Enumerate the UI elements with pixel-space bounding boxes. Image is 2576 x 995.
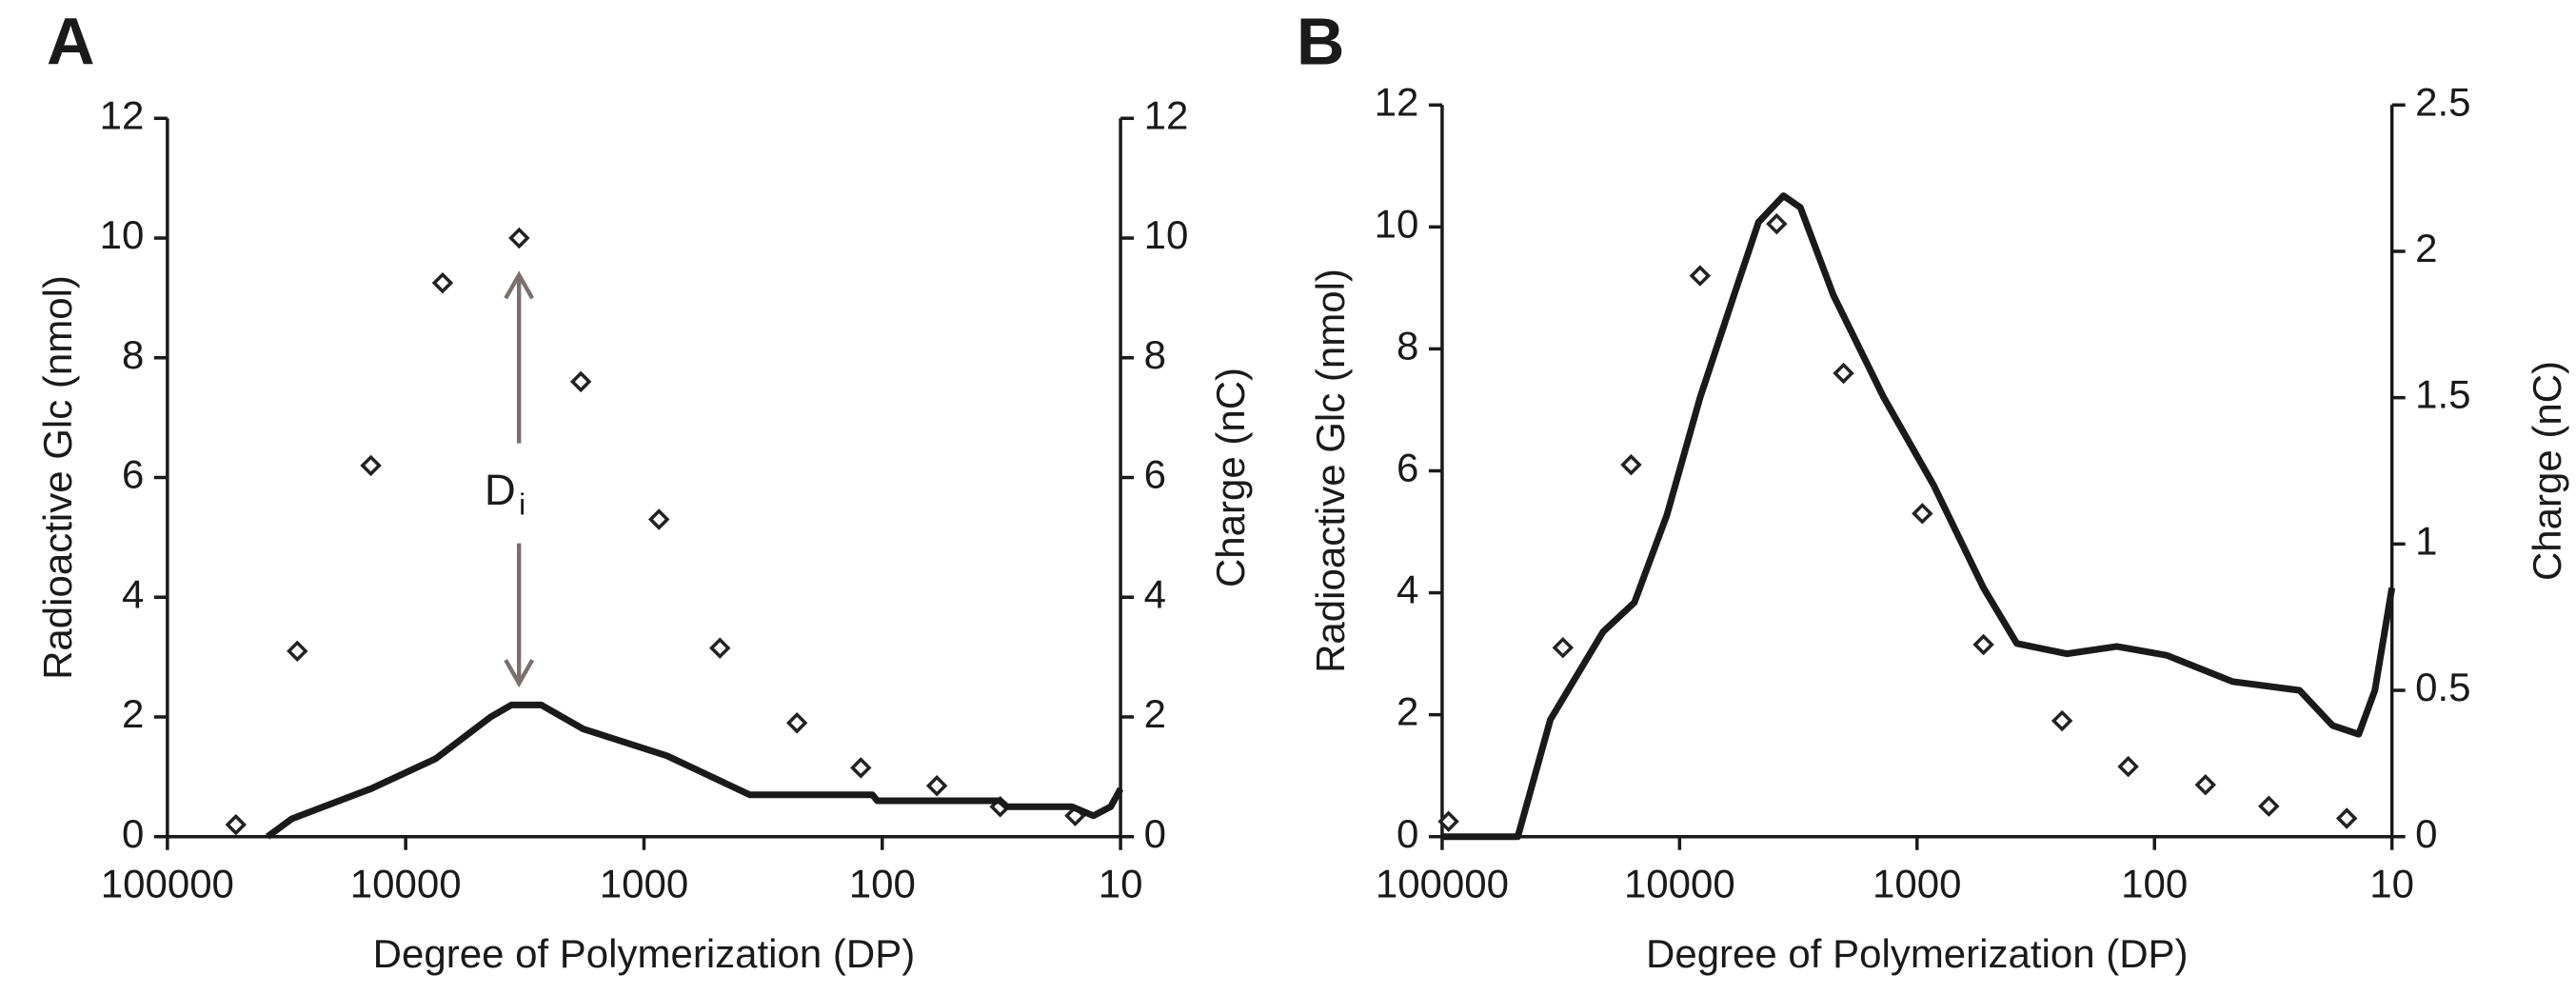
x-tick-label: 1000 [600, 861, 688, 905]
x-tick-label: 10 [1099, 861, 1143, 905]
glc-point [1833, 362, 1854, 385]
y2-tick-label: 1.5 [2415, 372, 2470, 417]
glc-point [1972, 633, 1994, 656]
glc-point [925, 775, 948, 797]
glc-point [1689, 265, 1712, 287]
charge-line [1441, 192, 2396, 841]
y-tick-label: 6 [1397, 446, 1418, 490]
y2-axis-label: Charge (nC) [2525, 361, 2569, 581]
y-tick-label: 10 [1375, 201, 1419, 246]
y-tick-label: 2 [122, 691, 144, 736]
y2-tick-label: 10 [1144, 212, 1189, 257]
glc-point [431, 271, 454, 294]
y-tick-label: 8 [1397, 324, 1418, 368]
y2-axis-label: Charge (nC) [1208, 368, 1253, 587]
glc-point [569, 370, 592, 393]
x-tick-label: 100 [2121, 861, 2188, 905]
annotation-subscript: i [519, 487, 525, 521]
glc-point [2051, 709, 2073, 732]
glc-point [2258, 795, 2280, 817]
y2-tick-label: 6 [1144, 452, 1166, 497]
x-axis-label: Degree of Polymerization (DP) [373, 931, 916, 976]
charge-line [265, 701, 1124, 840]
glc-point [508, 227, 530, 249]
annotation: D [485, 466, 516, 514]
x-tick-label: 10000 [350, 861, 462, 905]
glc-point [1437, 810, 1459, 832]
y-tick-label: 6 [122, 452, 144, 497]
glc-point [709, 637, 731, 659]
y-tick-label: 12 [100, 92, 145, 137]
x-tick-label: 100 [849, 861, 916, 905]
y2-tick-label: 0.5 [2415, 665, 2470, 709]
glc-point [225, 813, 247, 836]
x-tick-label: 10 [2369, 861, 2414, 905]
y2-tick-label: 8 [1144, 332, 1166, 377]
y2-tick-label: 1 [2415, 518, 2437, 563]
x-axis-label: Degree of Polymerization (DP) [1646, 931, 2189, 976]
y-tick-label: 2 [1397, 689, 1418, 734]
y-tick-label: 12 [1375, 79, 1419, 124]
glc-point [360, 454, 382, 477]
glc-point [1552, 636, 1575, 659]
y2-tick-label: 4 [1144, 571, 1166, 616]
glc-point [785, 712, 808, 734]
glc-point [1766, 212, 1788, 235]
y2-tick-label: 2.5 [2415, 79, 2470, 124]
glc-point [850, 757, 872, 779]
y2-tick-label: 0 [1144, 811, 1166, 856]
panel-label: A [47, 5, 95, 79]
x-tick-label: 100000 [1376, 861, 1509, 905]
y-tick-label: 0 [1397, 811, 1418, 856]
y-tick-label: 10 [100, 212, 145, 257]
glc-point [2335, 807, 2358, 829]
y-tick-label: 4 [1397, 567, 1418, 612]
glc-point [1620, 453, 1642, 476]
y-axis-label: Radioactive Glc (nmol) [1308, 269, 1353, 673]
y-tick-label: 4 [122, 571, 144, 616]
arrow-head [504, 659, 535, 688]
glc-point [2117, 755, 2139, 778]
glc-point [287, 640, 308, 663]
x-tick-label: 1000 [1873, 861, 1961, 905]
glc-point [1912, 503, 1933, 525]
y2-tick-label: 12 [1144, 92, 1189, 137]
y-axis-label: Radioactive Glc (nmol) [35, 275, 80, 680]
y2-tick-label: 2 [2415, 226, 2437, 270]
y-tick-label: 8 [122, 332, 144, 377]
glc-point [2194, 774, 2216, 796]
y-tick-label: 0 [122, 811, 144, 856]
glc-point [648, 508, 670, 530]
y2-tick-label: 0 [2415, 811, 2437, 856]
x-tick-label: 100000 [101, 861, 234, 905]
arrow-head [504, 270, 535, 300]
panel-label: B [1297, 5, 1345, 79]
y2-tick-label: 2 [1144, 691, 1166, 736]
x-tick-label: 10000 [1624, 861, 1735, 905]
